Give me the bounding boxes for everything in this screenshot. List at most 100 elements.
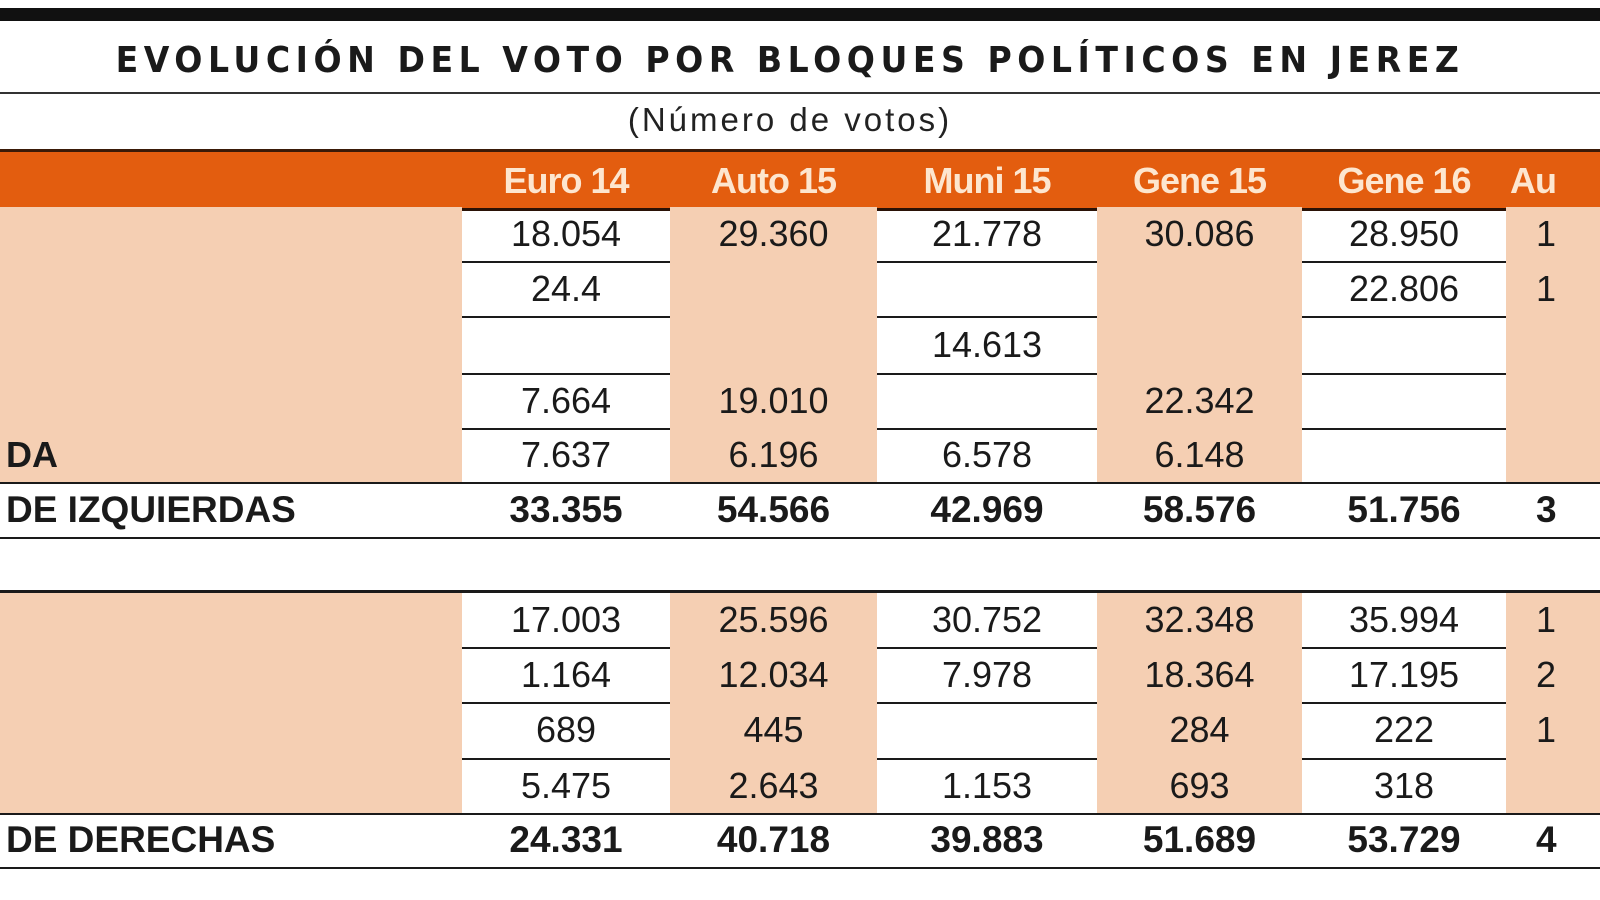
value-cell	[1506, 373, 1600, 428]
value-cell: 51.756	[1347, 488, 1461, 530]
value-cell: 6.148	[1097, 428, 1302, 482]
value-cell: 30.086	[1097, 207, 1302, 261]
row-label	[0, 702, 462, 758]
value-cell	[1302, 428, 1506, 482]
row-label	[0, 758, 462, 813]
table-row: DA 7.637 6.196 6.578 6.148	[0, 428, 1600, 484]
value-cell: 12.034	[670, 647, 877, 702]
value-cell: 21.778	[931, 213, 1043, 254]
value-cell: 24.4	[530, 267, 602, 309]
value-cell: 24.331	[509, 819, 623, 860]
block-divider	[0, 590, 1600, 593]
column-header: Gene 15	[1132, 160, 1267, 201]
value-cell: 18.054	[510, 213, 622, 254]
value-cell: 689	[535, 709, 597, 750]
value-cell: 5.475	[520, 764, 612, 806]
value-cell: 29.360	[670, 207, 877, 261]
value-cell: 7.637	[520, 434, 612, 475]
value-cell: 2.643	[670, 758, 877, 813]
value-cell	[670, 316, 877, 373]
value-cell: 4	[1536, 819, 1557, 860]
value-cell: 40.718	[716, 819, 831, 860]
value-cell: 51.689	[1142, 819, 1257, 860]
value-cell: 1	[1506, 207, 1600, 261]
value-cell: 14.613	[931, 323, 1043, 365]
value-cell: 1.153	[941, 764, 1033, 806]
value-cell: 28.950	[1348, 213, 1460, 254]
table-row: 14.613	[0, 316, 1600, 375]
value-cell	[1302, 316, 1506, 373]
value-cell: 1	[1506, 702, 1600, 758]
value-cell: 1	[1506, 593, 1600, 647]
row-label	[0, 207, 462, 261]
row-label	[0, 261, 462, 316]
column-header: Muni 15	[923, 160, 1051, 201]
value-cell	[1097, 261, 1302, 316]
value-cell: 318	[1373, 764, 1435, 806]
table-row: 7.664 19.010 22.342	[0, 373, 1600, 430]
value-cell	[670, 261, 877, 316]
column-header: Au	[1510, 160, 1557, 201]
column-header-row: Euro 14 Auto 15 Muni 15 Gene 15 Gene 16 Au	[0, 149, 1600, 211]
value-cell	[1097, 316, 1302, 373]
table-row: 24.4 22.806 1	[0, 261, 1600, 318]
value-cell: 445	[670, 702, 877, 758]
value-cell: 3	[1536, 488, 1557, 530]
table-row: 17.003 25.596 30.752 32.348 35.994 1	[0, 593, 1600, 649]
value-cell: 33.355	[509, 488, 623, 530]
value-cell: 19.010	[670, 373, 877, 428]
value-cell: 1	[1506, 261, 1600, 316]
value-cell: 7.978	[941, 653, 1033, 695]
value-cell: 6.196	[670, 428, 877, 482]
row-label	[0, 593, 462, 647]
value-cell: 1.164	[520, 653, 612, 695]
value-cell	[1506, 428, 1600, 482]
value-cell: 25.596	[670, 593, 877, 647]
table-row: 1.164 12.034 7.978 18.364 17.195 2	[0, 647, 1600, 704]
value-cell: 222	[1373, 709, 1435, 750]
value-cell: 22.342	[1097, 373, 1302, 428]
column-header: Gene 16	[1337, 160, 1471, 201]
value-cell	[877, 373, 1097, 428]
value-cell: 2	[1506, 647, 1600, 702]
value-cell	[877, 702, 1097, 758]
value-cell: 53.729	[1347, 819, 1461, 860]
table-row: 5.475 2.643 1.153 693 318	[0, 758, 1600, 815]
value-cell	[462, 316, 670, 373]
total-row: DE IZQUIERDAS 33.355 54.566 42.969 58.576 51.…	[0, 482, 1600, 539]
table-row: 18.054 29.360 21.778 30.086 28.950 1	[0, 207, 1600, 263]
value-cell: 58.576	[1142, 488, 1257, 530]
value-cell: 6.578	[941, 434, 1033, 475]
top-rule	[0, 8, 1600, 21]
value-cell: 35.994	[1348, 599, 1460, 640]
total-row: DE DERECHAS 24.331 40.718 39.883 51.689 53.72…	[0, 813, 1600, 869]
column-header: Euro 14	[503, 160, 629, 201]
value-cell: 32.348	[1097, 593, 1302, 647]
value-cell: 30.752	[931, 599, 1043, 640]
value-cell: 693	[1097, 758, 1302, 813]
value-cell: 54.566	[716, 488, 831, 530]
value-cell	[1506, 316, 1600, 373]
row-label: DE IZQUIERDAS	[6, 488, 296, 530]
value-cell: 22.806	[1348, 267, 1460, 309]
value-cell: 39.883	[930, 819, 1044, 860]
value-cell: 284	[1097, 702, 1302, 758]
row-label	[0, 316, 462, 373]
title-divider	[0, 92, 1600, 94]
row-label	[0, 647, 462, 702]
value-cell: 7.664	[520, 379, 612, 421]
value-cell	[1506, 758, 1600, 813]
row-label: DA	[0, 428, 462, 482]
value-cell	[877, 261, 1097, 316]
table-subtitle: (Número de votos)	[627, 101, 953, 138]
value-cell	[1302, 373, 1506, 428]
table-title: EVOLUCIÓN DEL VOTO POR BLOQUES POLÍTICOS…	[115, 40, 1465, 81]
table-row: 689 445 284 222 1	[0, 702, 1600, 760]
value-cell: 17.195	[1348, 653, 1460, 695]
value-cell: 18.364	[1097, 647, 1302, 702]
column-header: Auto 15	[710, 160, 837, 201]
row-label	[0, 373, 462, 428]
row-label: DE DERECHAS	[6, 819, 276, 860]
value-cell: 17.003	[510, 599, 622, 640]
value-cell: 42.969	[930, 488, 1044, 530]
